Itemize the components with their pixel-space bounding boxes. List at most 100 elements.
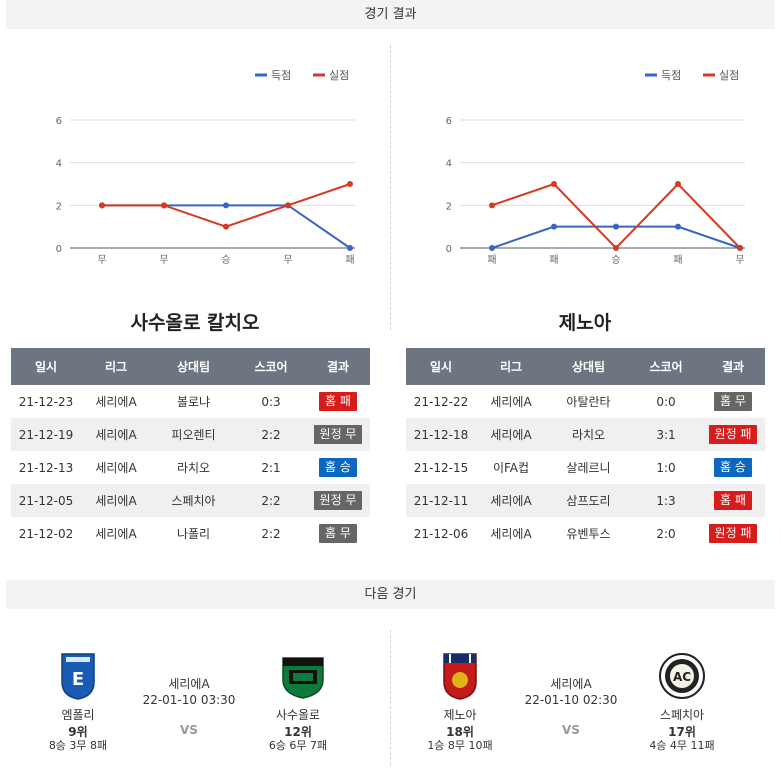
data-point [675, 223, 681, 230]
x-tick-label: 승 [611, 254, 620, 266]
match1-datetime: 22-01-10 03:30 [142, 693, 236, 707]
cell-league: 세리에A [490, 527, 532, 541]
data-point [161, 202, 167, 209]
match2-league: 세리에A [550, 677, 592, 691]
cell-score: 2:2 [261, 526, 281, 541]
data-point [347, 245, 353, 251]
cell-opp: 삼프도리 [546, 484, 631, 517]
empoli-logo-icon: E [60, 652, 96, 704]
cell-score: 2:2 [236, 484, 306, 517]
cell-score: 2:0 [656, 526, 676, 541]
result-badge: 원정 무 [313, 425, 363, 444]
cell-opp: 라치오 [546, 418, 631, 451]
series-line-scored [491, 225, 741, 249]
data-point [489, 245, 495, 251]
chart-divider [390, 45, 391, 330]
x-tick-label: 무 [159, 255, 168, 266]
cell-opp: 스페치아 [151, 484, 236, 517]
data-point [489, 202, 495, 209]
chart-legend: 득점 실점 [645, 69, 739, 82]
table-row: 21-12-22 세리에A 아탈란타 0:0 홈 무 [406, 385, 765, 418]
y-tick-label: 0 [446, 244, 452, 255]
chart-genoa: 득점 실점 0 2 4 6 패 패 승 패 무 [390, 60, 780, 280]
column-header: 리그 [81, 348, 151, 385]
match1-vs: VS [180, 723, 198, 737]
result-badge: 홈 무 [319, 524, 357, 543]
column-header: 스코어 [236, 348, 306, 385]
data-point [551, 181, 557, 187]
column-header: 상대팀 [151, 348, 236, 385]
match2-home-rank: 18위 [446, 725, 474, 739]
genoa-logo-icon [442, 652, 478, 704]
sassuolo-logo-icon [279, 652, 327, 704]
team-title-sassuolo: 사수올로 칼치오 [130, 312, 260, 334]
column-header: 스코어 [631, 348, 701, 385]
column-header: 일시 [11, 348, 81, 385]
cell-result: 원정 패 [701, 517, 765, 550]
cell-date: 21-12-13 [18, 460, 74, 475]
match2-home-record: 1승 8무 10패 [427, 739, 493, 752]
data-point [223, 223, 229, 230]
x-tick-label: 무 [283, 255, 292, 266]
cell-opp: 나폴리 [176, 527, 211, 541]
match2-datetime: 22-01-10 02:30 [524, 693, 618, 707]
result-badge: 원정 패 [708, 524, 758, 543]
cell-result: 홈 승 [306, 451, 370, 484]
cell-league: 세리에A [81, 484, 151, 517]
match2-away-rank: 17위 [668, 725, 696, 739]
match1-away-name: 사수올로 [275, 708, 321, 722]
result-badge: 원정 무 [313, 491, 363, 510]
table-row: 21-12-23 세리에A 볼로냐 0:3 홈 패 [11, 385, 370, 418]
cell-opp: 볼로냐 [176, 395, 211, 409]
match1-away-record: 6승 6무 7패 [268, 739, 328, 752]
x-tick-label: 패 [345, 254, 354, 266]
data-point [613, 223, 619, 230]
cell-score: 1:3 [631, 484, 701, 517]
result-badge: 홈 무 [714, 392, 752, 411]
data-point [675, 181, 681, 187]
data-point [551, 223, 557, 230]
table-row: 21-12-11 세리에A 삼프도리 1:3 홈 패 [406, 484, 765, 517]
table-row: 21-12-15 이FA컵 살레르니 1:0 홈 승 [406, 451, 765, 484]
genoa-goals-chart: 득점 실점 0 2 4 6 패 패 승 패 무 [446, 69, 745, 266]
cell-league: 세리에A [490, 395, 532, 409]
x-tick-label: 무 [735, 255, 744, 266]
column-header: 상대팀 [546, 348, 631, 385]
cell-score: 2:1 [261, 460, 281, 475]
cell-league: 세리에A [476, 484, 546, 517]
legend-label: 실점 [719, 69, 739, 82]
table-header-row: 일시 리그 상대팀 스코어 결과 [11, 348, 370, 385]
team-title-genoa: 제노아 [558, 312, 612, 334]
y-tick-label: 4 [446, 159, 452, 170]
y-tick-label: 6 [56, 116, 62, 127]
match1-away-rank: 12위 [284, 725, 312, 739]
sassuolo-goals-chart: 득점 실점 0 2 4 6 무 무 승 무 패 [56, 69, 355, 266]
data-point [223, 202, 229, 209]
cell-result: 원정 무 [306, 484, 370, 517]
cell-score: 0:3 [261, 394, 281, 409]
x-tick-label: 패 [549, 254, 558, 266]
column-header: 결과 [306, 348, 370, 385]
table-header-row: 일시 리그 상대팀 스코어 결과 [406, 348, 765, 385]
data-point [285, 202, 291, 209]
y-tick-label: 2 [446, 201, 452, 212]
x-tick-label: 승 [221, 254, 230, 266]
match2-home-name: 제노아 [443, 708, 477, 722]
cell-date: 21-12-15 [413, 460, 469, 475]
match2-away-name: 스페치아 [659, 708, 705, 722]
column-header: 일시 [406, 348, 476, 385]
results-table-genoa: 일시 리그 상대팀 스코어 결과 21-12-22 세리에A 아탈란타 0:0 홈 무 21-12-… [406, 348, 765, 550]
cell-result: 홈 무 [701, 385, 765, 418]
cell-date: 21-12-11 [406, 484, 476, 517]
table-row: 21-12-13 세리에A 라치오 2:1 홈 승 [11, 451, 370, 484]
cell-league: 세리에A [95, 395, 137, 409]
chart-legend: 득점 실점 [255, 69, 349, 82]
cell-date: 21-12-18 [406, 418, 476, 451]
match1-home-rank: 9위 [68, 725, 88, 739]
results-table-sassuolo: 일시 리그 상대팀 스코어 결과 21-12-23 세리에A 볼로냐 0:3 홈 패 21-12-1… [11, 348, 370, 550]
x-tick-label: 패 [487, 254, 496, 266]
cell-league: 세리에A [95, 527, 137, 541]
cell-league: 세리에A [476, 418, 546, 451]
spezia-logo-icon: AC [658, 652, 706, 704]
next-matches-header: 다음 경기 [6, 580, 775, 609]
